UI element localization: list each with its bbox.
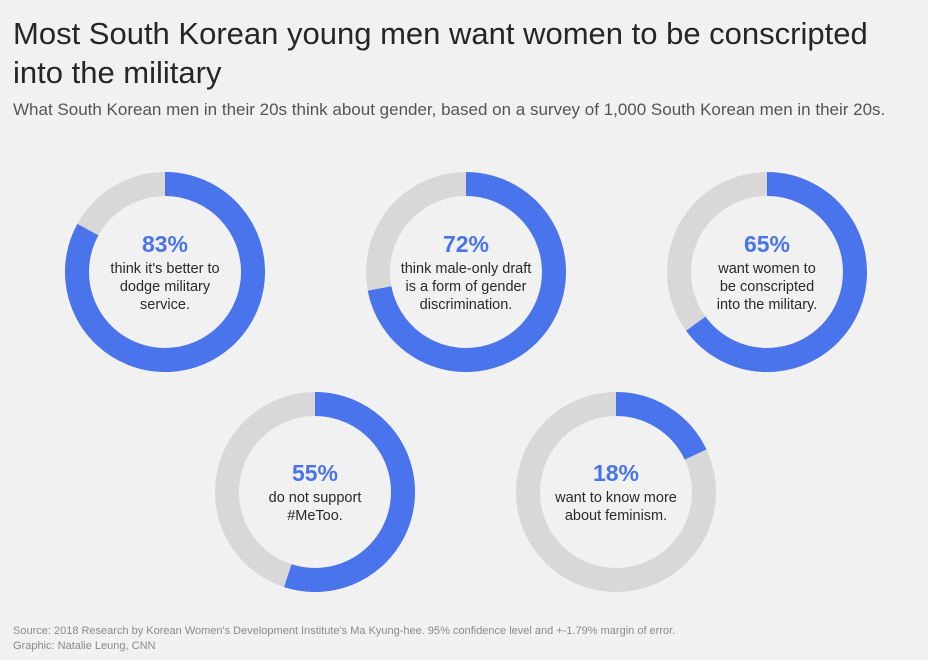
donut-1-value: 83%: [141, 231, 189, 257]
donut-value-arc: [615, 392, 707, 461]
donut-3-svg: [667, 172, 867, 372]
source-line: Source: 2018 Research by Korean Women's …: [13, 625, 676, 637]
donut-5-value: 18%: [592, 460, 640, 486]
source-note: Source: 2018 Research by Korean Women's …: [13, 624, 913, 654]
donut-chart-5: 18% want to know more about feminism.: [516, 392, 716, 592]
donut-4-label: do not support #MeToo.: [268, 490, 362, 524]
chart-title: Most South Korean young men want women t…: [13, 16, 868, 90]
donut-3-label: want women to be conscripted into the mi…: [716, 261, 818, 313]
donut-5-svg: [516, 392, 716, 592]
donut-4-svg: [215, 392, 415, 592]
donut-chart-3: 65% want women to be conscripted into th…: [667, 172, 867, 372]
donut-3-value: 65%: [743, 231, 791, 257]
donut-2-svg: [366, 172, 566, 372]
donut-5-label: want to know more about feminism.: [555, 490, 677, 524]
donut-value-arc: [65, 172, 265, 372]
donut-1-label: think it's better to dodge military serv…: [110, 261, 220, 313]
donut-value-arc: [367, 172, 566, 372]
donut-chart-4: 55% do not support #MeToo.: [215, 392, 415, 592]
donut-2-value: 72%: [442, 231, 490, 257]
donut-value-arc: [686, 172, 867, 372]
donut-1-svg: [65, 172, 265, 372]
graphic-credit: Graphic: Natalie Leung, CNN: [13, 640, 156, 652]
donut-value-arc: [284, 392, 415, 592]
chart-subtitle: What South Korean men in their 20s think…: [13, 100, 886, 119]
donut-4-value: 55%: [291, 460, 339, 486]
donut-2-label: think male-only draft is a form of gende…: [400, 261, 532, 313]
donut-chart-2: 72% think male-only draft is a form of g…: [366, 172, 566, 372]
donut-chart-1: 83% think it's better to dodge military …: [65, 172, 265, 372]
